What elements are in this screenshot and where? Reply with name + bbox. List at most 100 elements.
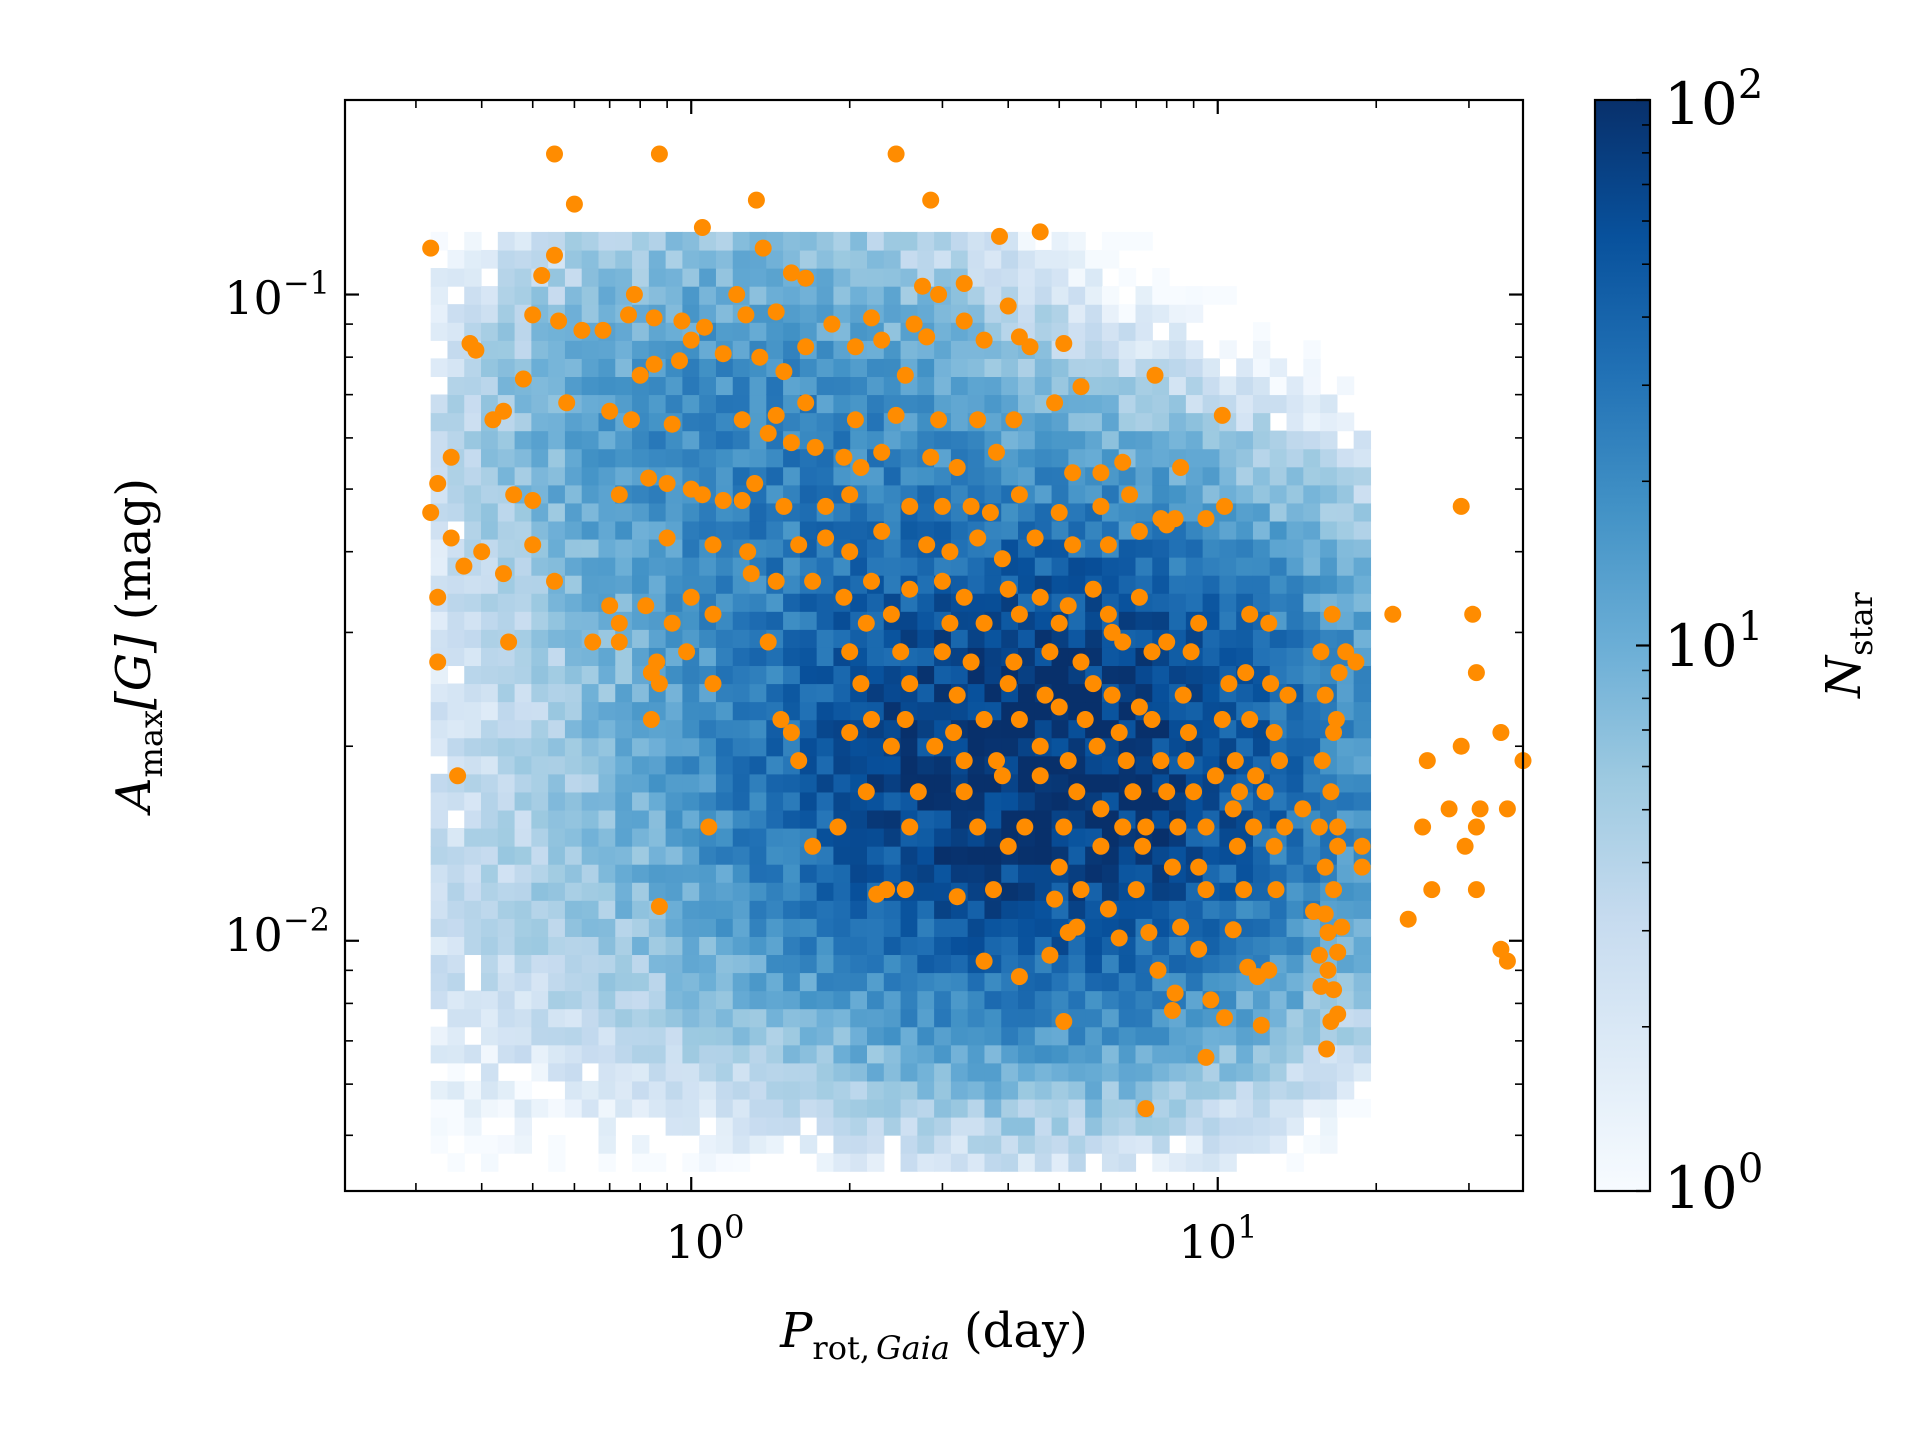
scatter-point [1276, 818, 1294, 836]
scatter-point [1237, 664, 1255, 682]
heatmap-cell [531, 394, 549, 414]
scatter-point [1099, 536, 1117, 554]
heatmap-cell [967, 900, 986, 919]
heatmap-cell [749, 882, 767, 901]
heatmap-cell [1018, 412, 1036, 432]
heatmap-cell [581, 466, 600, 486]
heatmap-cell [900, 430, 918, 450]
heatmap-cell [1353, 430, 1372, 450]
scatter-point [1031, 737, 1049, 755]
heatmap-cell [934, 394, 952, 414]
scatter-point [1294, 800, 1312, 818]
heatmap-cell [766, 809, 784, 829]
heatmap-cell [447, 376, 465, 396]
scatter-point [1084, 675, 1102, 693]
heatmap-cell [1169, 575, 1187, 594]
heatmap-cell [1185, 376, 1204, 396]
scatter-point [1031, 588, 1049, 606]
heatmap-cell [1353, 1026, 1372, 1046]
scatter-point [918, 536, 936, 554]
heatmap-cell [1286, 900, 1304, 919]
heatmap-cell [799, 1026, 818, 1046]
scatter-point [775, 363, 793, 381]
heatmap-cell [1219, 1026, 1237, 1046]
heatmap-cell [883, 430, 902, 450]
scatter-point [620, 306, 637, 324]
heatmap-cell [648, 322, 667, 341]
heatmap-cell [1018, 1098, 1036, 1118]
heatmap-cell [850, 520, 868, 540]
heatmap-cell [867, 972, 885, 992]
heatmap-cell [497, 773, 516, 793]
heatmap-cell [1118, 268, 1137, 287]
scatter-point [565, 195, 583, 213]
heatmap-cell [1252, 1080, 1271, 1100]
heatmap-cell [548, 1098, 566, 1118]
heatmap-cell [1286, 1116, 1304, 1136]
heatmap-cell [1353, 502, 1372, 522]
heatmap-cell [1085, 376, 1103, 396]
scatter-point [546, 246, 563, 264]
heatmap-cell [1202, 557, 1221, 576]
heatmap-cell [799, 1135, 818, 1154]
heatmap-cell [883, 972, 902, 992]
heatmap-cell [1085, 1026, 1103, 1046]
heatmap-cell [1135, 900, 1153, 919]
heatmap-cell [1303, 1044, 1321, 1064]
scatter-point [1068, 918, 1086, 936]
heatmap-cell [598, 448, 616, 468]
heatmap-cell [665, 502, 683, 522]
heatmap-cell [867, 502, 885, 522]
heatmap-cell [883, 1008, 902, 1028]
heatmap-cell [766, 1062, 784, 1082]
heatmap-cell [581, 900, 600, 919]
scatter-point [933, 497, 951, 515]
heatmap-cell [615, 557, 633, 576]
heatmap-cell [934, 665, 952, 685]
scatter-point [1260, 614, 1278, 632]
heatmap-cell [598, 430, 616, 450]
heatmap-cell [917, 990, 935, 1010]
scatter-point [955, 312, 973, 330]
heatmap-cell [799, 1008, 818, 1028]
heatmap-cell [833, 376, 851, 396]
heatmap-cell [934, 1098, 952, 1118]
heatmap-cell [1236, 647, 1254, 667]
scatter-point [1323, 605, 1341, 623]
scatter-point [645, 309, 663, 327]
heatmap-cell [632, 557, 650, 576]
heatmap-cell [581, 1098, 600, 1118]
heatmap-cell [1068, 611, 1086, 630]
heatmap-cell [430, 900, 449, 919]
heatmap-cell [749, 322, 767, 341]
heatmap-cell [665, 575, 683, 594]
heatmap-cell [934, 954, 952, 974]
heatmap-cell [632, 900, 650, 919]
heatmap-cell [833, 864, 851, 883]
heatmap-cell [883, 773, 902, 793]
heatmap-cell [1185, 1135, 1204, 1154]
heatmap-cell [783, 340, 801, 359]
scatter-point [948, 459, 966, 476]
heatmap-cell [1185, 1026, 1204, 1046]
scatter-point [1099, 900, 1117, 918]
heatmap-cell [1068, 502, 1086, 522]
heatmap-cell [430, 1098, 449, 1118]
heatmap-cell [917, 936, 935, 956]
heatmap-cell [850, 1044, 868, 1064]
scatter-point [1213, 406, 1231, 424]
heatmap-cell [900, 936, 918, 956]
scatter-point [704, 605, 722, 623]
heatmap-cell [715, 1062, 734, 1082]
heatmap-cell [1353, 466, 1372, 486]
heatmap-cell [1034, 900, 1053, 919]
heatmap-cell [699, 918, 717, 937]
heatmap-cell [514, 954, 532, 974]
heatmap-cell [481, 954, 499, 974]
heatmap-cell [749, 809, 767, 829]
heatmap-cell [1353, 719, 1372, 739]
heatmap-cell [430, 954, 449, 974]
heatmap-cell [548, 629, 566, 648]
heatmap-cell [984, 629, 1002, 648]
heatmap-cell [548, 918, 566, 937]
